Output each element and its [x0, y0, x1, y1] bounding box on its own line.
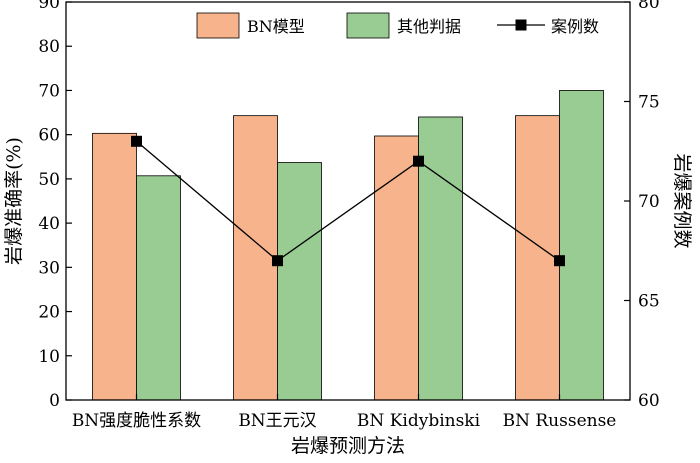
marker-case-count — [413, 155, 424, 167]
legend-label-other-criteria: 其他判据 — [397, 17, 461, 36]
y2-tick-label: 60 — [638, 391, 660, 411]
bar-other-criteria — [277, 162, 322, 401]
y-tick-label: 0 — [49, 391, 60, 411]
bar-bn-model — [515, 115, 560, 401]
y2-tick-label: 70 — [638, 192, 660, 212]
bar-other-criteria — [559, 90, 604, 401]
y-tick-label: 60 — [38, 126, 60, 146]
x-tick-label: BN强度脆性系数 — [72, 411, 201, 431]
legend-label-bn-model: BN模型 — [247, 17, 305, 36]
legend-swatch-bn-model — [196, 12, 240, 39]
bar-other-criteria — [136, 175, 181, 401]
marker-case-count — [554, 255, 565, 267]
y-tick-label: 90 — [38, 0, 60, 13]
x-axis-title: 岩爆预测方法 — [291, 435, 405, 457]
y-tick-label: 50 — [38, 170, 60, 190]
legend-marker-case-count — [515, 19, 527, 31]
y2-tick-label: 75 — [638, 93, 660, 113]
legend-label-case-count: 案例数 — [551, 17, 599, 36]
y-axis-title: 岩爆准确率(%) — [3, 137, 25, 265]
y2-tick-label: 65 — [638, 292, 660, 312]
x-tick-label: BN Kidybinski — [357, 411, 481, 431]
line-layer — [131, 135, 565, 267]
ticks-layer: 0 10 20 30 40 50 60 70 80 90 60 65 70 75 80 BN强度脆性系数 BN王… — [38, 0, 659, 431]
marker-case-count — [131, 135, 142, 147]
x-tick-label: BN Russense — [503, 411, 617, 431]
y2-tick-label: 80 — [638, 0, 660, 13]
legend-swatch-other-criteria — [346, 12, 390, 39]
bar-bn-model — [92, 132, 137, 401]
y-tick-label: 10 — [38, 347, 60, 367]
legend: BN模型 其他判据 案例数 — [196, 12, 599, 39]
bar-bn-model — [374, 135, 419, 401]
y-tick-label: 40 — [38, 214, 60, 234]
line-case-count — [136, 140, 560, 262]
y-tick-label: 70 — [38, 81, 60, 101]
bar-bn-model — [233, 115, 278, 401]
y-tick-label: 20 — [38, 303, 60, 323]
y-tick-label: 80 — [38, 37, 60, 57]
bar-other-criteria — [418, 116, 463, 401]
bars-layer — [92, 90, 604, 401]
marker-case-count — [272, 255, 283, 267]
x-tick-label: BN王元汉 — [238, 411, 316, 431]
y-tick-label: 30 — [38, 258, 60, 278]
y2-axis-title: 岩爆案例数 — [671, 153, 693, 248]
